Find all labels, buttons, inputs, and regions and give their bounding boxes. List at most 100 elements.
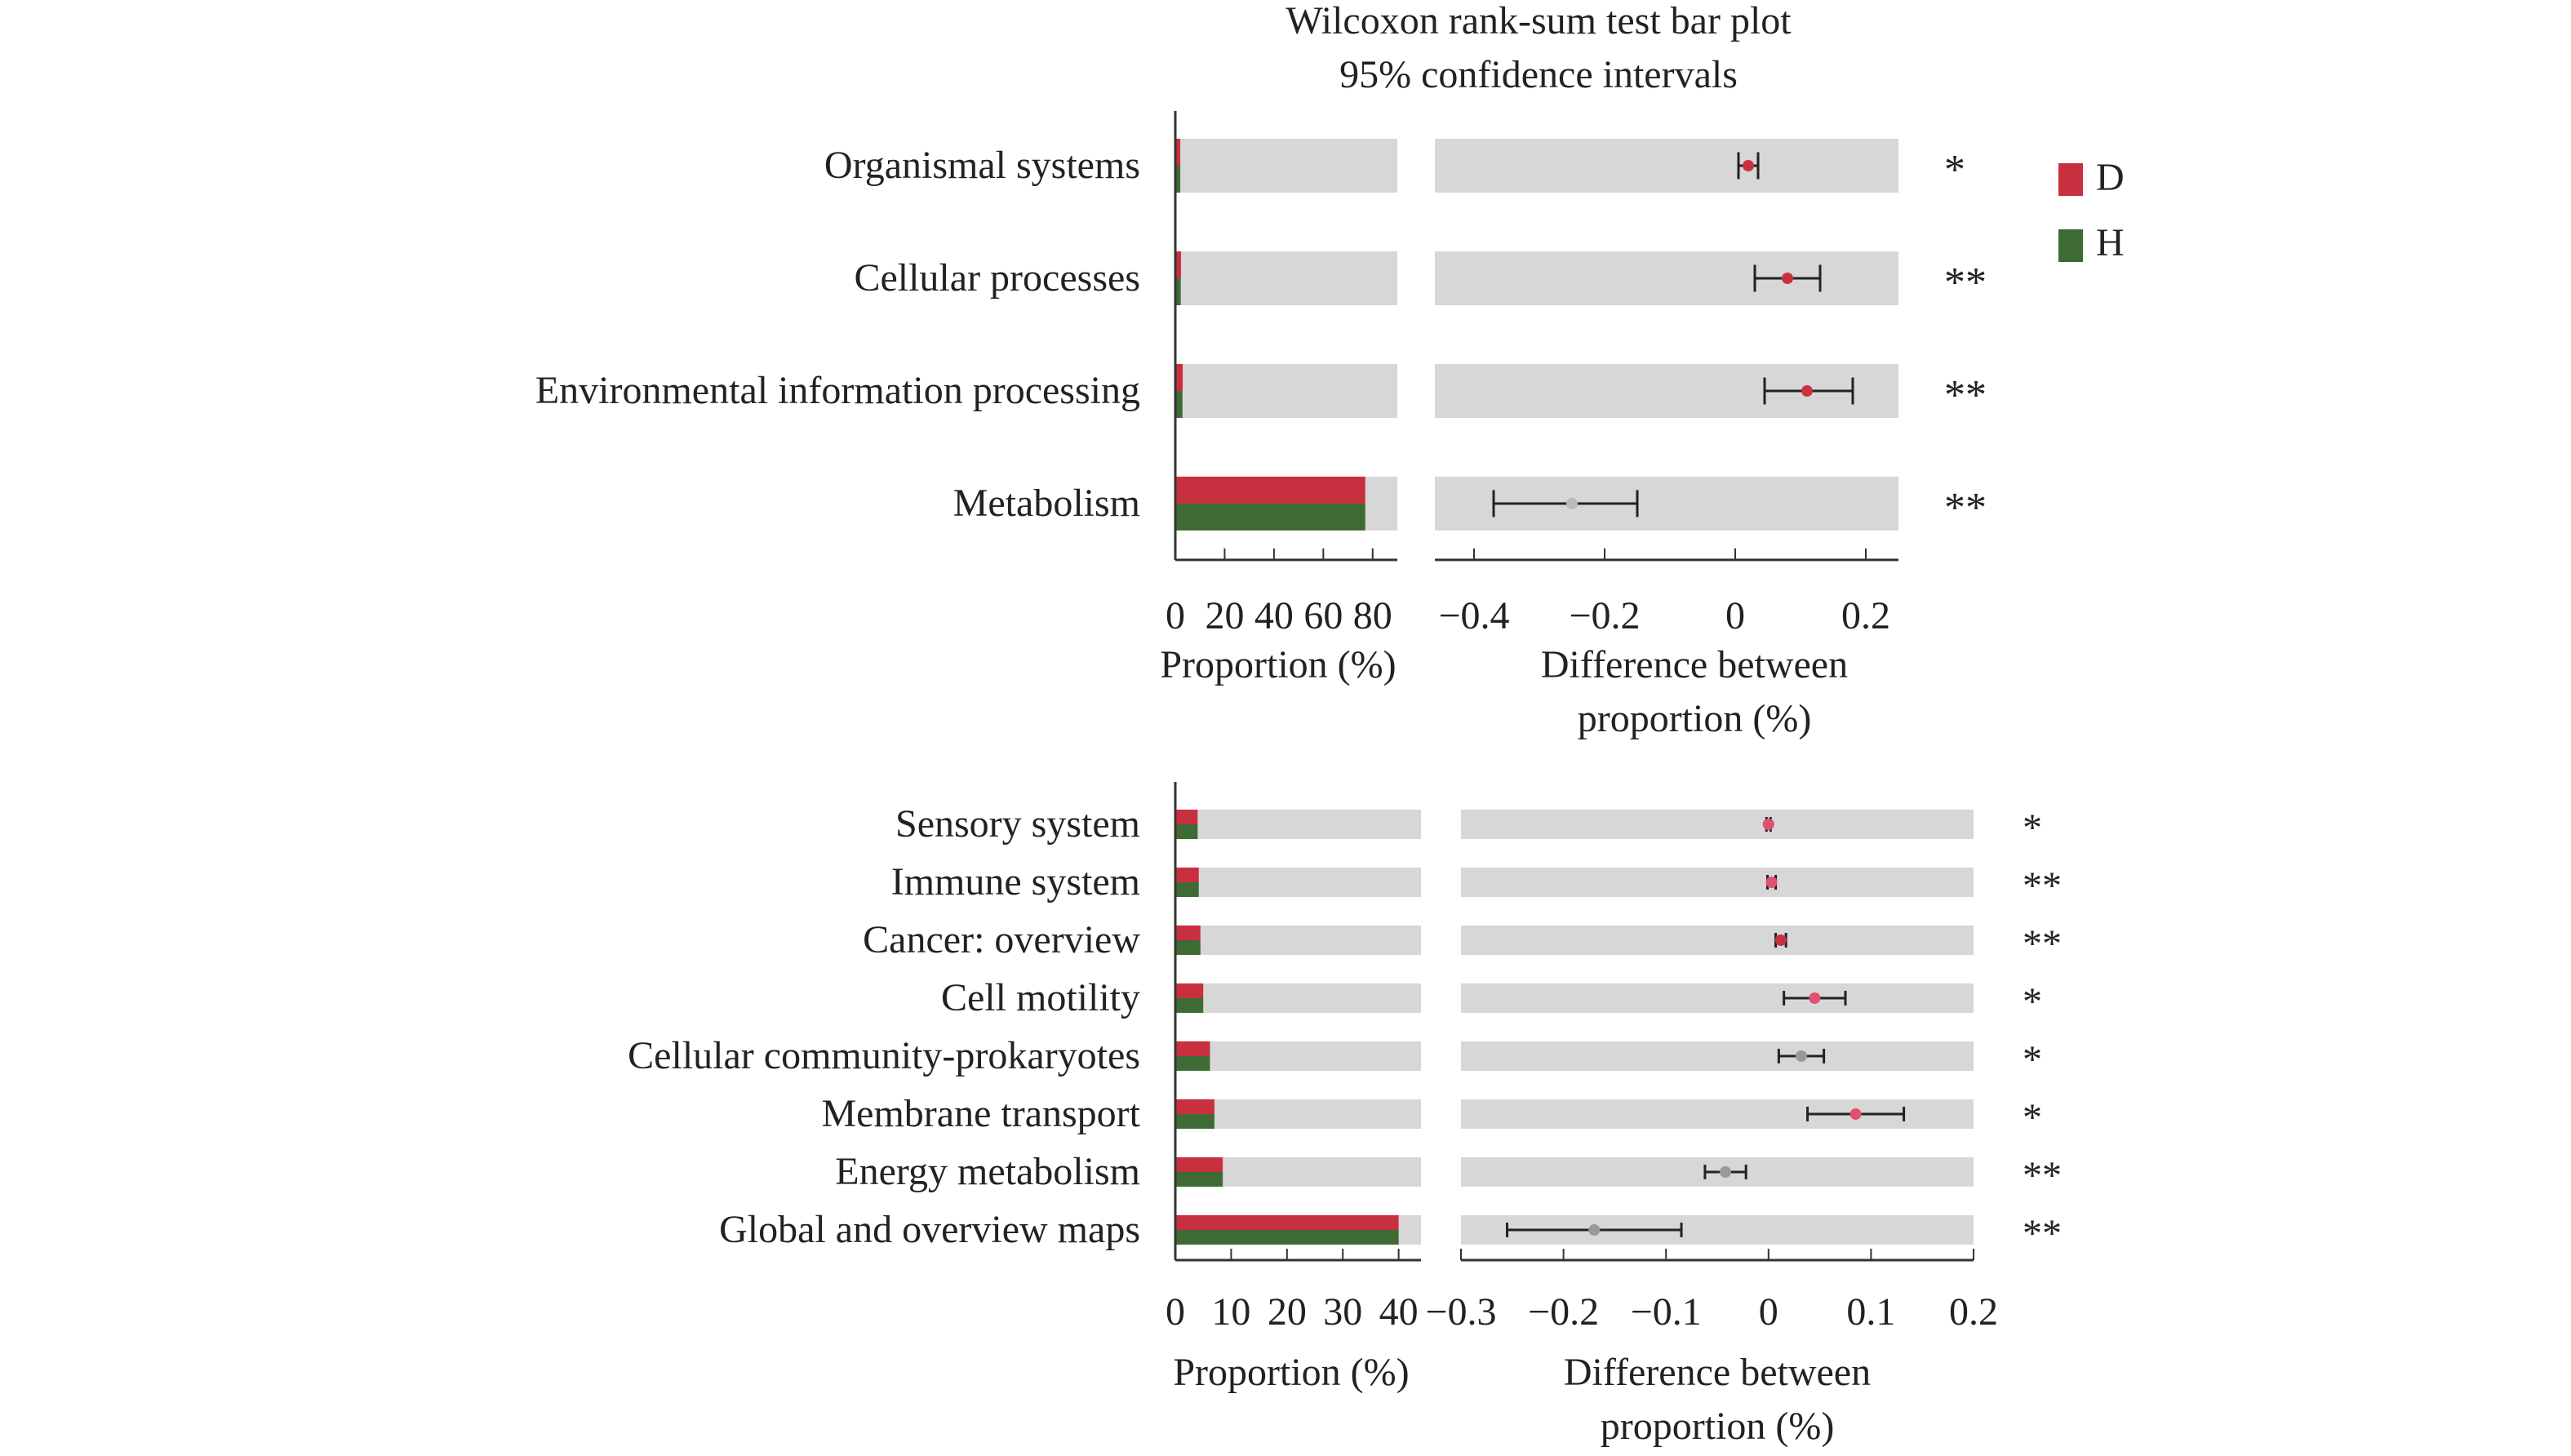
category-label: Metabolism — [953, 482, 1140, 525]
difference-point — [1801, 385, 1813, 397]
bar-h — [1175, 940, 1201, 955]
proportion-tick-label: 40 — [1379, 1290, 1419, 1334]
difference-tick-label: 0 — [1759, 1290, 1778, 1334]
difference-tick-label: 0.2 — [1949, 1290, 1998, 1334]
difference-point — [1782, 273, 1793, 284]
difference-point — [1795, 1050, 1807, 1062]
significance-marker: ** — [1944, 372, 1987, 419]
difference-point — [1566, 498, 1578, 509]
difference-track — [1435, 139, 1898, 193]
difference-axis-title-line-2: proportion (%) — [1578, 697, 1812, 740]
bar-h — [1175, 1114, 1214, 1129]
proportion-track — [1175, 139, 1397, 193]
bar-h — [1175, 278, 1181, 305]
top-panel: Organismal systems * Cellular processes ** E… — [535, 111, 1987, 740]
significance-marker: * — [2023, 806, 2042, 850]
significance-marker: ** — [2023, 922, 2062, 965]
significance-marker: * — [2023, 980, 2042, 1023]
bar-h — [1175, 1172, 1223, 1187]
bar-h — [1175, 998, 1204, 1013]
difference-point — [1809, 992, 1821, 1004]
difference-point — [1774, 934, 1787, 946]
proportion-track — [1175, 1041, 1421, 1071]
proportion-track — [1175, 1099, 1421, 1129]
legend-label-h: H — [2096, 221, 2125, 264]
significance-marker: ** — [1944, 260, 1987, 306]
difference-tick-label: −0.3 — [1425, 1290, 1496, 1334]
category-label: Cellular community-prokaryotes — [628, 1034, 1140, 1077]
bar-h — [1175, 882, 1199, 897]
difference-tick-label: 0.2 — [1841, 594, 1890, 637]
difference-tick-label: −0.2 — [1528, 1290, 1599, 1334]
proportion-tick-label: 80 — [1353, 594, 1392, 637]
difference-tick-label: −0.2 — [1569, 594, 1640, 637]
bar-d — [1175, 1215, 1399, 1230]
proportion-track — [1175, 926, 1421, 955]
bar-d — [1175, 810, 1198, 824]
proportion-track — [1175, 251, 1397, 305]
proportion-tick-label: 40 — [1254, 594, 1294, 637]
difference-point — [1588, 1224, 1601, 1236]
category-label: Sensory system — [895, 802, 1140, 846]
bar-d — [1175, 139, 1181, 166]
legend-swatch-h — [2058, 229, 2083, 262]
bar-h — [1175, 824, 1198, 839]
difference-axis-title-line-2: proportion (%) — [1601, 1405, 1835, 1448]
proportion-track — [1175, 868, 1421, 897]
category-label: Cellular processes — [854, 256, 1140, 300]
chart-title: Wilcoxon rank-sum test bar plot 95% conf… — [1286, 0, 1792, 96]
proportion-tick-label: 0 — [1166, 594, 1185, 637]
category-label: Membrane transport — [821, 1092, 1140, 1135]
proportion-axis-title: Proportion (%) — [1160, 643, 1396, 686]
bar-d — [1175, 868, 1199, 882]
bar-h — [1175, 1056, 1210, 1071]
difference-point — [1849, 1108, 1862, 1120]
proportion-track — [1175, 983, 1421, 1013]
bar-d — [1175, 1157, 1223, 1172]
proportion-tick-label: 30 — [1323, 1290, 1362, 1334]
proportion-tick-label: 60 — [1303, 594, 1343, 637]
difference-track — [1435, 251, 1898, 305]
proportion-tick-label: 20 — [1205, 594, 1244, 637]
difference-tick-label: 0.1 — [1846, 1290, 1895, 1334]
difference-tick-label: −0.1 — [1631, 1290, 1702, 1334]
bottom-panel: Sensory system *Immune system **Cancer: ov… — [628, 782, 2062, 1448]
bar-h — [1175, 1230, 1399, 1245]
proportion-tick-label: 0 — [1166, 1290, 1185, 1334]
difference-axis-title-line-1: Difference between — [1564, 1351, 1871, 1394]
proportion-track — [1175, 364, 1397, 418]
significance-marker: ** — [1944, 485, 1987, 531]
category-label: Energy metabolism — [835, 1150, 1140, 1193]
significance-marker: ** — [2023, 1154, 2062, 1197]
proportion-tick-label: 10 — [1211, 1290, 1250, 1334]
category-label: Global and overview maps — [719, 1208, 1140, 1251]
chart-title-line-1: Wilcoxon rank-sum test bar plot — [1286, 0, 1792, 42]
bar-d — [1175, 477, 1365, 504]
bar-d — [1175, 1099, 1214, 1114]
difference-track — [1461, 868, 1974, 897]
significance-marker: * — [2023, 1038, 2042, 1081]
difference-track — [1461, 983, 1974, 1013]
category-label: Environmental information processing — [535, 369, 1140, 412]
category-label: Immune system — [891, 860, 1140, 903]
bar-d — [1175, 926, 1201, 940]
significance-marker: * — [2023, 1096, 2042, 1139]
bar-d — [1175, 983, 1204, 998]
category-label: Organismal systems — [824, 144, 1140, 187]
difference-point — [1765, 877, 1778, 888]
category-label: Cell motility — [941, 976, 1140, 1019]
proportion-track — [1175, 810, 1421, 839]
proportion-tick-label: 20 — [1268, 1290, 1307, 1334]
significance-marker: * — [1944, 147, 1965, 193]
chart-title-line-2: 95% confidence intervals — [1339, 53, 1738, 96]
difference-tick-label: 0 — [1725, 594, 1745, 637]
difference-track — [1461, 926, 1974, 955]
difference-point — [1743, 160, 1754, 171]
significance-marker: ** — [2023, 864, 2062, 908]
bar-d — [1175, 251, 1181, 278]
bar-d — [1175, 364, 1183, 391]
legend-swatch-d — [2058, 163, 2083, 196]
difference-point — [1720, 1166, 1732, 1178]
difference-point — [1762, 819, 1774, 830]
